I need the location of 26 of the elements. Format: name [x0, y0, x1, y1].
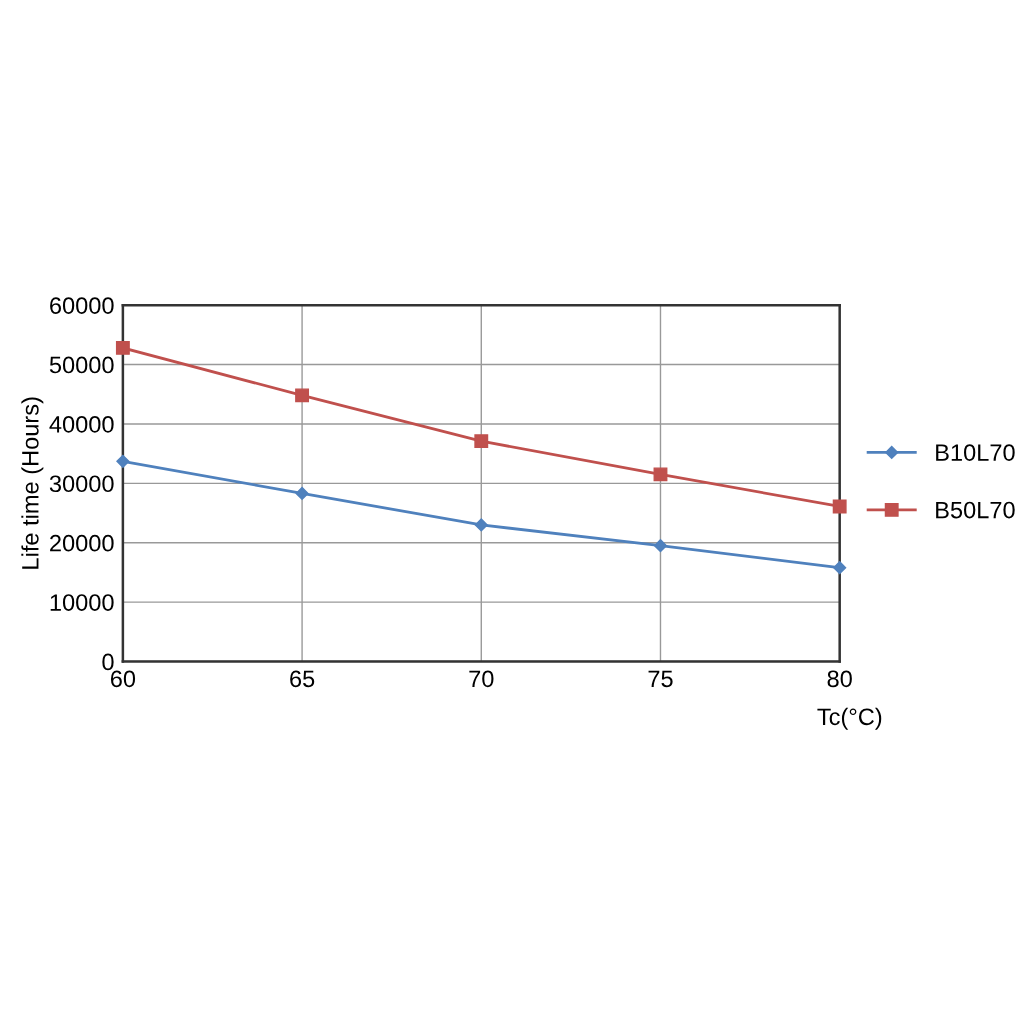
- legend-label: B10L70: [936, 444, 1015, 461]
- y-tick-label: 10000: [50, 594, 114, 611]
- point: [474, 434, 489, 449]
- y-tick-label: 40000: [49, 416, 114, 433]
- x-tick-label: 65: [290, 670, 315, 688]
- y-tick-label: 30000: [49, 475, 114, 493]
- point: [295, 486, 309, 501]
- y-tick-label: 0: [102, 653, 114, 671]
- x-tick-label: 70: [469, 670, 494, 688]
- y-tick-label: 50000: [49, 356, 114, 374]
- point: [474, 518, 488, 532]
- x-tick-label: 60: [110, 670, 136, 688]
- x-tick-label: 75: [648, 670, 673, 688]
- x-axis-title: Tc(°C): [817, 707, 882, 730]
- point: [653, 539, 668, 553]
- point: [653, 467, 668, 482]
- point: [115, 340, 130, 355]
- point: [833, 561, 847, 575]
- point: [295, 388, 310, 403]
- point: [116, 454, 130, 468]
- legend-label: B50L70: [936, 501, 1015, 519]
- x-tick-label: 80: [827, 670, 852, 688]
- y-tick-label: 20000: [50, 534, 114, 552]
- y-axis-title: Life time (Hours): [21, 397, 44, 569]
- point: [832, 499, 847, 514]
- y-tick-label: 60000: [50, 297, 114, 314]
